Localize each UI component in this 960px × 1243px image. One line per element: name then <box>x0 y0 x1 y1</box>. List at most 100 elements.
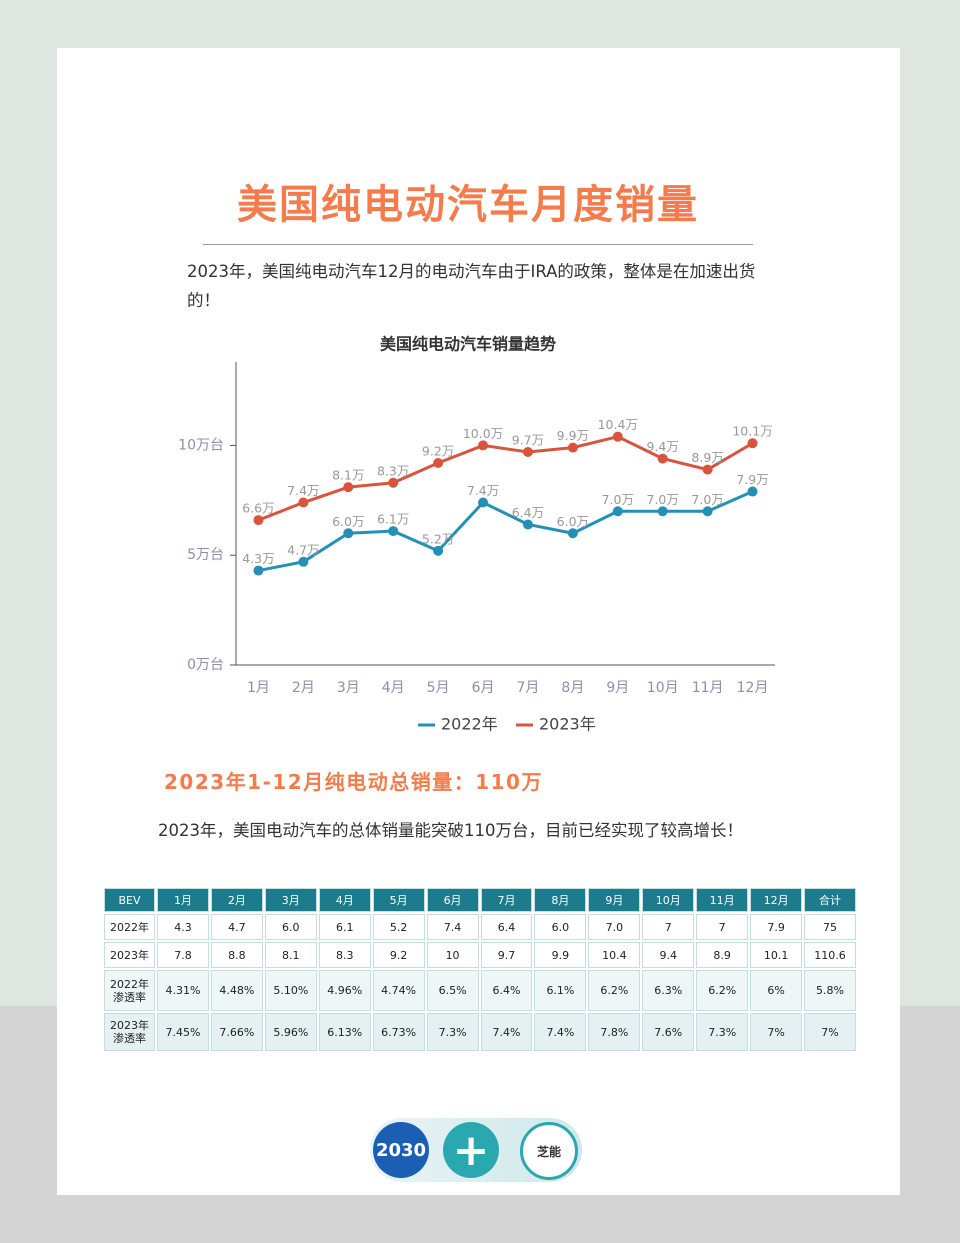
table-cell: 4.3 <box>155 912 211 942</box>
table-cell: 7.6% <box>640 1011 697 1053</box>
x-tick-label: 10月 <box>647 680 679 696</box>
table-cell: 7.4% <box>532 1011 589 1053</box>
point <box>612 506 623 517</box>
table: BEV 1月 2月 3月 4月 5月 6月 7月 8月 9月 10月 11月 12月 合计 2022年 4.3… <box>102 886 858 1053</box>
point <box>657 453 668 464</box>
point <box>567 528 578 539</box>
table-cell: 6.3% <box>640 968 697 1013</box>
table-cell: 6.1 <box>316 912 373 942</box>
table-row: 2023年 7.8 8.8 8.1 8.3 9.2 10 9.7 9.9 10.4 9.4 8.9 10… <box>102 940 858 970</box>
legend-label: 2023年 <box>539 715 596 734</box>
table-cell: 6.4 <box>478 912 535 942</box>
data-label: 9.2万 <box>422 444 454 459</box>
x-tick-label: 9月 <box>606 680 629 696</box>
table-cell: 4.7 <box>208 912 265 942</box>
table-cell: 7 <box>640 912 697 942</box>
data-label: 8.9万 <box>691 450 723 465</box>
intro: 2023年，美国纯电动汽车12月的电动汽车由于IRA的政策，整体是在加速出货的！ <box>187 262 756 310</box>
x-tick-label: 8月 <box>561 680 584 696</box>
data-label: 6.0万 <box>332 514 364 529</box>
table-cell: 8.1 <box>262 940 319 970</box>
table-cell: 7 <box>694 912 751 942</box>
data-label: 7.0万 <box>691 492 723 507</box>
data-label: 10.1万 <box>732 424 772 439</box>
point <box>567 442 578 453</box>
divider <box>203 244 753 245</box>
table-cell: 2023年 <box>102 940 157 970</box>
data-label: 5.2万 <box>422 531 454 546</box>
table-cell: 6.0 <box>532 912 589 942</box>
header-cell: 4月 <box>316 886 373 914</box>
table-cell: 8.8 <box>208 940 265 970</box>
table-cell: 6.5% <box>424 968 481 1013</box>
x-tick-label: 7月 <box>516 680 539 696</box>
table-cell: 6.0 <box>262 912 319 942</box>
table-cell: 9.2 <box>370 940 427 970</box>
header-cell: 10月 <box>640 886 697 914</box>
table-cell: 4.31% <box>155 968 211 1013</box>
y-tick-label: 10万台 <box>178 437 224 453</box>
header-cell: 7月 <box>478 886 535 914</box>
y-tick-label: 0万台 <box>187 657 224 673</box>
table-cell: 6.73% <box>370 1011 427 1053</box>
logo-left: 2030 <box>373 1122 429 1178</box>
data-label: 6.6万 <box>242 501 274 516</box>
data-label: 6.0万 <box>557 514 589 529</box>
table-cell: 5.96% <box>262 1011 319 1053</box>
summary-heading: 2023年1-12月纯电动总销量：110万 <box>164 770 543 794</box>
table-row: 2022年 渗透率 4.31% 4.48% 5.10% 4.96% 4.74% 6.5% 6.… <box>102 968 858 1013</box>
title: 美国纯电动汽车月度销量 <box>237 182 699 228</box>
table-cell: 4.48% <box>208 968 265 1013</box>
table-header: BEV 1月 2月 3月 4月 5月 6月 7月 8月 9月 10月 11月 12月 合计 <box>102 886 858 914</box>
data-label: 8.3万 <box>377 463 409 478</box>
table-cell: 2023年 渗透率 <box>102 1011 157 1053</box>
table-cell: 10.1 <box>748 940 805 970</box>
data-label: 7.4万 <box>467 483 499 498</box>
header-cell: 9月 <box>586 886 643 914</box>
table-cell: 7% <box>748 1011 805 1053</box>
table-cell: 5.2 <box>370 912 427 942</box>
table-cell: 75 <box>802 912 858 942</box>
data-label: 6.1万 <box>377 512 409 527</box>
data-label: 8.1万 <box>332 468 364 483</box>
table-cell: 9.9 <box>532 940 589 970</box>
table-cell: 110.6 <box>802 940 858 970</box>
point <box>253 515 264 526</box>
header-cell: 6月 <box>424 886 481 914</box>
point <box>747 438 758 449</box>
point <box>433 545 444 556</box>
point <box>343 528 354 539</box>
header-cell: BEV <box>102 886 157 914</box>
data-label: 4.7万 <box>287 542 319 557</box>
table-cell: 6.4% <box>478 968 535 1013</box>
point <box>657 506 668 517</box>
table-cell: 10.4 <box>586 940 643 970</box>
table-cell: 8.3 <box>316 940 373 970</box>
table-cell: 7.4 <box>424 912 481 942</box>
table-cell: 6.13% <box>316 1011 373 1053</box>
data-label: 4.3万 <box>242 551 274 566</box>
chart: 美国纯电动汽车销量趋势 0万台 5万台 10万台 1月 2月 3月 4月 5月 6月 7月 8月 9月… <box>178 335 775 734</box>
table-cell: 2022年 渗透率 <box>102 968 157 1013</box>
summary-text: 2023年，美国电动汽车的总体销量能突破110万台，目前已经实现了较高增长！ <box>158 821 743 840</box>
x-tick-label: 1月 <box>247 680 270 696</box>
table-cell: 7.3% <box>694 1011 751 1053</box>
header-cell: 11月 <box>694 886 751 914</box>
table-cell: 7.66% <box>208 1011 265 1053</box>
y-tick-label: 5万台 <box>187 547 224 563</box>
logo-right: 芝能 <box>520 1122 578 1180</box>
point <box>478 440 489 451</box>
table-cell: 2022年 <box>102 912 157 942</box>
header-cell: 1月 <box>155 886 211 914</box>
table-cell: 7.8% <box>586 1011 643 1053</box>
point <box>522 447 533 458</box>
table-cell: 6.2% <box>586 968 643 1013</box>
header-cell: 5月 <box>370 886 427 914</box>
point <box>612 431 623 442</box>
data-label: 6.4万 <box>512 505 544 520</box>
header-cell: 合计 <box>802 886 858 914</box>
x-tick-label: 11月 <box>692 680 724 696</box>
table-row: 2023年 渗透率 7.45% 7.66% 5.96% 6.13% 6.73% 7.3% 7.… <box>102 1011 858 1053</box>
header-cell: 2月 <box>208 886 265 914</box>
